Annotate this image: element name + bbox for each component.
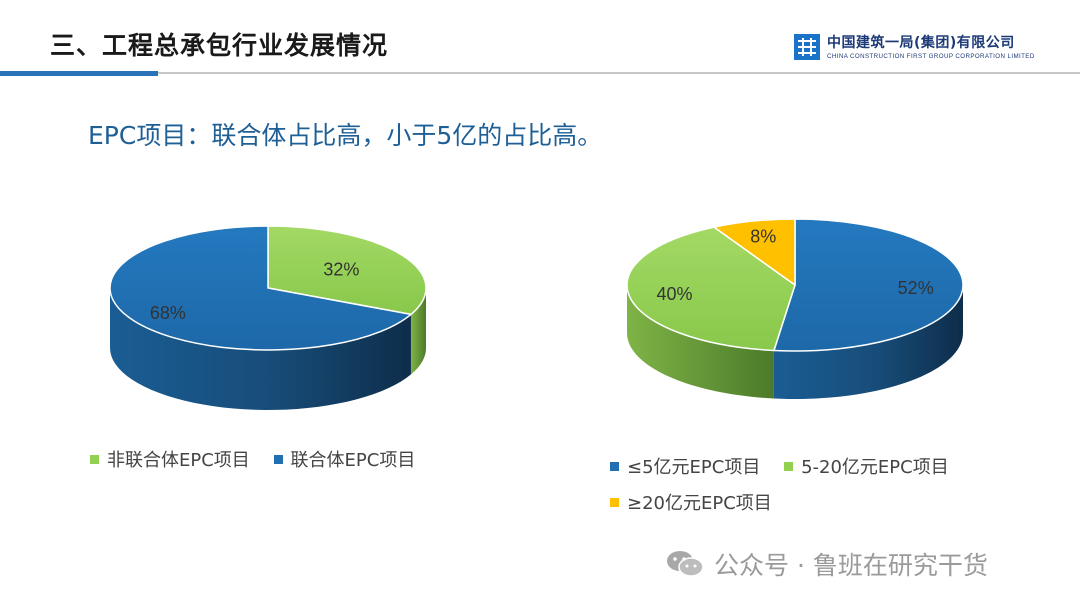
legend-label: ≤5亿元EPC项目 [627, 457, 761, 478]
pie-slice [773, 218, 964, 352]
pie-chart-project-scale: 52% 40% 8% [626, 218, 964, 399]
wechat-icon [667, 551, 704, 577]
header-accent-bar [0, 71, 158, 76]
company-logo: 中国建筑一局(集团)有限公司 CHINA CONSTRUCTION FIRST … [794, 32, 1054, 66]
legend-swatch [610, 497, 619, 507]
legend-label: 5-20亿元EPC项目 [801, 457, 949, 478]
pie-slice [713, 218, 796, 286]
company-name-en: CHINA CONSTRUCTION FIRST GROUP CORPORATI… [827, 53, 1035, 60]
pie-slice [109, 225, 412, 351]
company-logo-icon [794, 34, 820, 60]
slide-subtitle: EPC项目：联合体占比高，小于5亿的占比高。 [88, 121, 603, 150]
pie-side-wall [410, 288, 426, 375]
page-title: 三、工程总承包行业发展情况 [50, 31, 389, 60]
legend-item-over20: ≥20亿元EPC项目 [610, 489, 772, 515]
legend-item-joint: 联合体EPC项目 [273, 446, 416, 472]
pie-side-wall [627, 285, 774, 399]
legend-swatch [90, 454, 99, 464]
legend-item-non-joint: 非联合体EPC项目 [90, 446, 250, 472]
legend-label: ≥20亿元EPC项目 [627, 493, 772, 514]
legend-pie2: ≤5亿元EPC项目 5-20亿元EPC项目 ≥20亿元EPC项目 [610, 453, 967, 515]
legend-swatch [784, 461, 794, 471]
watermark: 公众号 · 鲁班在研究干货 [666, 546, 988, 582]
pie-side-wall [110, 288, 411, 410]
legend-item-5to20: 5-20亿元EPC项目 [784, 453, 949, 479]
pie-data-label: 52% [898, 278, 934, 298]
legend-label: 联合体EPC项目 [290, 450, 416, 471]
pie-side-wall [773, 285, 963, 399]
watermark-text: 公众号 · 鲁班在研究干货 [714, 551, 988, 580]
pie-slice [626, 226, 796, 352]
legend-label: 非联合体EPC项目 [107, 450, 250, 471]
legend-swatch [610, 461, 619, 471]
pie-data-label: 8% [750, 226, 776, 246]
legend-pie1: 非联合体EPC项目 联合体EPC项目 [90, 446, 433, 472]
pie-data-label: 32% [323, 260, 359, 280]
pie-chart-joint-venture: 32% 68% [109, 225, 427, 410]
header-divider [0, 72, 1080, 74]
company-name-cn: 中国建筑一局(集团)有限公司 [827, 35, 1015, 51]
legend-swatch [273, 454, 283, 464]
pie-slice [267, 225, 427, 316]
pie-data-label: 40% [656, 284, 692, 304]
legend-item-under5: ≤5亿元EPC项目 [610, 453, 760, 479]
pie-data-label: 68% [150, 303, 186, 323]
